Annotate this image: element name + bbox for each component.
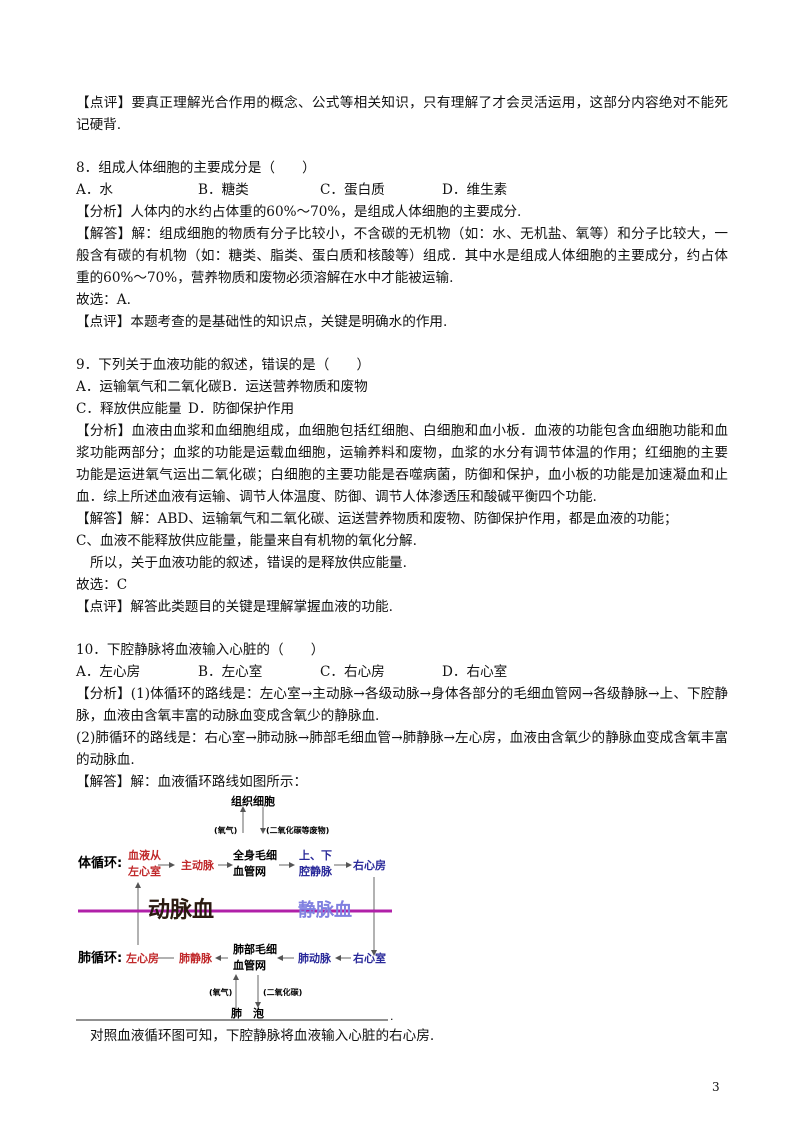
option-b: B．左心室 xyxy=(198,664,263,680)
q9-analysis: 【分析】血液由血浆和血细胞组成，血细胞包括红细胞、白细胞和血小板．血液的功能包含… xyxy=(76,423,728,505)
body-cap-1: 全身毛细 xyxy=(232,848,277,862)
venous-blood-label: 静脉血 xyxy=(298,899,352,921)
o2-bottom-label: (氧气) xyxy=(209,987,232,997)
q9-answer-1: 【解答】解：ABD、运输氧气和二氧化碳、运送营养物质和废物、防御保护作用，都是血… xyxy=(76,511,678,527)
q8-options: A．水 B．糖类 C．蛋白质 D．维生素 xyxy=(76,179,728,201)
q10-question: 10．下腔静脉将血液输入心脏的（ ） xyxy=(76,642,325,658)
page-number: 3 xyxy=(712,1080,720,1094)
page-content: 【点评】要真正理解光合作用的概念、公式等相关知识，只有理解了才会灵活运用，这部分… xyxy=(76,92,728,1047)
o2-top-label: (氧气) xyxy=(214,825,237,835)
q8-answer: 【解答】解：组成细胞的物质有分子比较小，不含碳的无机物（如：水、无机盐、氧等）和… xyxy=(76,226,728,286)
q8-question: 8．组成人体细胞的主要成分是（ ） xyxy=(76,160,316,176)
right-ventricle-label: 右心室 xyxy=(352,951,386,965)
svg-text:.: . xyxy=(390,1010,394,1021)
arterial-blood-label: 动脉血 xyxy=(148,897,214,923)
lung-cap-2: 血管网 xyxy=(233,958,266,972)
option-c: C．释放供应能量 xyxy=(76,401,182,417)
q7-comment: 【点评】要真正理解光合作用的概念、公式等相关知识，只有理解了才会灵活运用，这部分… xyxy=(76,95,728,133)
option-a: A．左心房 xyxy=(76,664,141,680)
pulm-artery-label: 肺动脉 xyxy=(298,951,332,965)
sys-start-2: 左心室 xyxy=(127,864,161,878)
right-atrium-label: 右心房 xyxy=(352,858,386,872)
q10-analysis-2: (2)肺循环的路线是：右心室→肺动脉→肺部毛细血管→肺静脉→左心房，血液由含氧少… xyxy=(76,730,728,768)
aorta-label: 主动脉 xyxy=(181,858,215,872)
sys-start-1: 血液从 xyxy=(128,848,161,862)
q10-analysis-1: 【分析】(1)体循环的路线是：左心室→主动脉→各级动脉→身体各部分的毛细血管网→… xyxy=(76,686,728,724)
q9-choice: 故选：C xyxy=(76,577,128,593)
q9-answer-3: 所以，关于血液功能的叙述，错误的是释放供应能量. xyxy=(90,555,407,571)
q9-question: 9．下列关于血液功能的叙述，错误的是（ ） xyxy=(76,357,371,373)
vena-2: 腔静脉 xyxy=(298,864,333,878)
option-d: D．右心室 xyxy=(442,664,508,680)
lung-cap-1: 肺部毛细 xyxy=(233,942,277,956)
left-atrium-label: 左心房 xyxy=(125,951,159,965)
q9-options-line2: C．释放供应能量 D．防御保护作用 xyxy=(76,398,728,420)
pulm-vein-label: 肺静脉 xyxy=(179,951,213,965)
q8-comment: 【点评】本题考查的是基础性的知识点，关键是明确水的作用. xyxy=(76,314,448,330)
tissue-label: 组织细胞 xyxy=(231,795,275,808)
alveoli-label: 肺 泡 xyxy=(231,1006,264,1020)
q10-options: A．左心房 B．左心室 C．右心房 D．右心室 xyxy=(76,661,728,683)
vena-1: 上、下 xyxy=(299,848,332,862)
co2-top-label: (二氧化碳等废物) xyxy=(266,825,329,835)
option-a: A．水 xyxy=(76,182,114,198)
pulmonary-label: 肺循环: xyxy=(78,950,122,966)
option-d: D．防御保护作用 xyxy=(188,401,295,417)
option-b: B．糖类 xyxy=(198,182,249,198)
q8-analysis: 【分析】人体内的水约占体重的60%～70%，是组成人体细胞的主要成分. xyxy=(76,204,522,220)
systemic-label: 体循环: xyxy=(78,855,122,871)
q10-conclusion: 对照血液循环图可知，下腔静脉将血液输入心脏的右心房. xyxy=(90,1028,435,1044)
option-d: D．维生素 xyxy=(442,182,508,198)
co2-bottom-label: (二氧化碳) xyxy=(263,987,302,997)
q9-options-line1: A．运输氧气和二氧化碳B．运送营养物质和废物 xyxy=(76,379,368,395)
q9-comment: 【点评】解答此类题目的关键是理解掌握血液的功能. xyxy=(76,599,393,615)
q9-answer-2: C、血液不能释放供应能量，能量来自有机物的氧化分解. xyxy=(76,533,417,549)
option-c: C．右心房 xyxy=(320,664,385,680)
q10-answer: 【解答】解：血液循环路线如图所示： xyxy=(76,774,308,790)
q8-choice: 故选：A. xyxy=(76,292,131,308)
blood-circulation-diagram: 组织细胞 (氧气) (二氧化碳等废物) 体循环: 血液从 左心室 主动脉 全身毛… xyxy=(76,795,394,1021)
option-c: C．蛋白质 xyxy=(320,182,385,198)
body-cap-2: 血管网 xyxy=(233,864,266,878)
